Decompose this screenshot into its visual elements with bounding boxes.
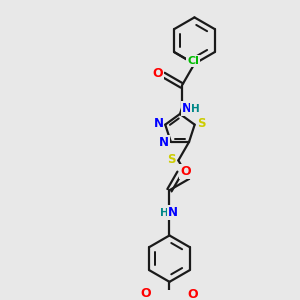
Text: O: O bbox=[180, 165, 190, 178]
Text: H: H bbox=[191, 104, 200, 114]
Text: O: O bbox=[188, 288, 198, 300]
Text: N: N bbox=[154, 117, 164, 130]
Text: H: H bbox=[160, 208, 169, 218]
Text: S: S bbox=[167, 153, 176, 166]
Text: Cl: Cl bbox=[188, 56, 199, 66]
Text: S: S bbox=[197, 117, 206, 130]
Text: N: N bbox=[159, 136, 169, 149]
Text: O: O bbox=[140, 287, 151, 300]
Text: N: N bbox=[182, 102, 192, 115]
Text: O: O bbox=[152, 68, 163, 80]
Text: N: N bbox=[168, 206, 178, 219]
